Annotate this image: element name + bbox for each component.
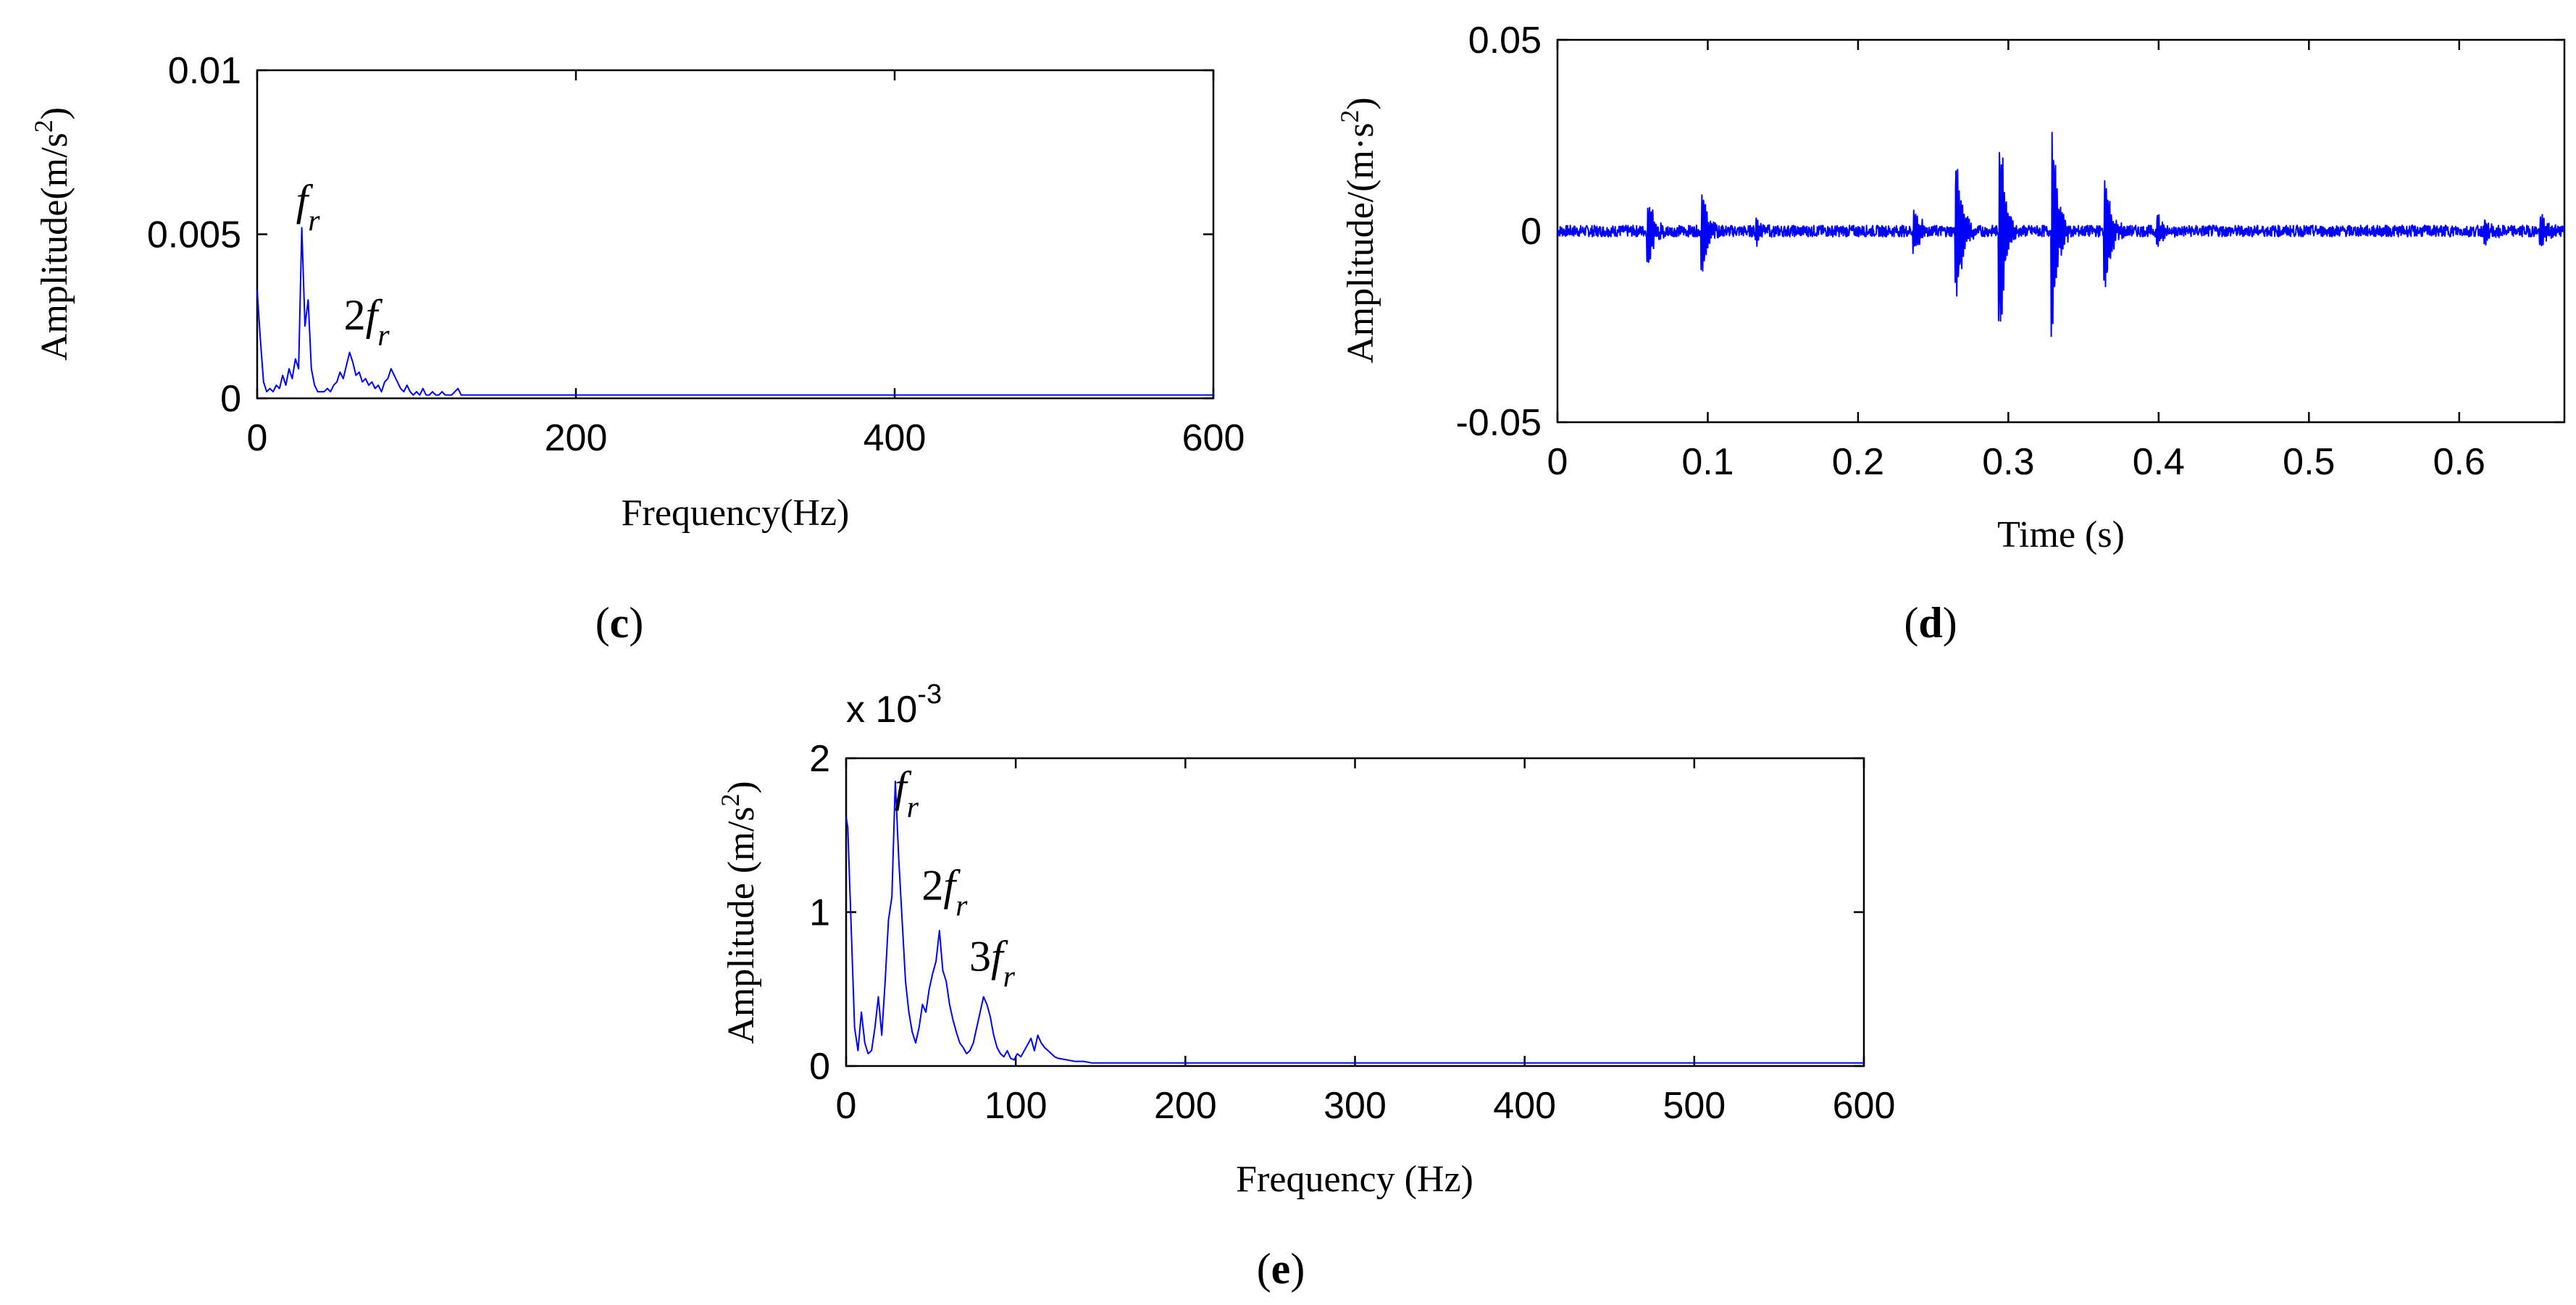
chart-e-ytick-label: 2 bbox=[809, 738, 830, 780]
chart-c-ytick-label: 0.005 bbox=[147, 214, 241, 256]
chart-d-xtick-label: 0.5 bbox=[2283, 441, 2335, 483]
chart-e-xtick-label: 600 bbox=[1833, 1085, 1896, 1127]
chart-d-xtick-label: 0.2 bbox=[1832, 441, 1884, 483]
chart-c-x-tick-labels: 0 200 400 600 bbox=[247, 417, 1245, 459]
chart-c-plot-area bbox=[256, 69, 1215, 400]
chart-c-peak-annotation: 2fr bbox=[344, 291, 390, 353]
chart-c-xlabel: Frequency(Hz) bbox=[622, 492, 850, 534]
chart-d-panel-label: (d) bbox=[1904, 599, 1957, 647]
chart-e-series-line bbox=[845, 780, 1864, 1064]
chart-c-y-tick-labels: 0 0.005 0.01 bbox=[147, 50, 241, 420]
chart-c-xtick-label: 600 bbox=[1182, 417, 1245, 459]
chart-d-series-line bbox=[1557, 132, 2565, 337]
chart-c-ytick-label: 0 bbox=[220, 378, 241, 420]
chart-d-ytick-label: 0 bbox=[1521, 211, 1542, 253]
chart-e-xtick-label: 200 bbox=[1154, 1085, 1217, 1127]
chart-c-ticks bbox=[256, 69, 1215, 400]
chart-c-ytick-label: 0.01 bbox=[168, 50, 241, 92]
chart-e-ylabel: Amplitude (m/s2) bbox=[716, 781, 762, 1044]
chart-c-xtick-label: 400 bbox=[863, 417, 927, 459]
chart-e-ticks bbox=[845, 757, 1865, 1067]
chart-e-ytick-label: 0 bbox=[809, 1046, 830, 1088]
chart-e-panel-label: (e) bbox=[1257, 1245, 1305, 1293]
chart-d-y-tick-labels: -0.05 0 0.05 bbox=[1455, 20, 1542, 444]
chart-e-xlabel: Frequency (Hz) bbox=[1236, 1159, 1473, 1200]
chart-d-xtick-label: 0.3 bbox=[1982, 441, 2034, 483]
chart-c-ylabel: Amplitude(m/s2) bbox=[29, 107, 75, 361]
chart-e-xtick-label: 100 bbox=[984, 1085, 1047, 1127]
chart-e-y-tick-labels: 0 1 2 bbox=[809, 738, 830, 1088]
chart-d-xlabel: Time (s) bbox=[1997, 514, 2125, 555]
chart-e-ytick-label: 1 bbox=[809, 892, 830, 934]
chart-c-series-line bbox=[256, 227, 1213, 396]
chart-c-xtick-label: 0 bbox=[247, 417, 268, 459]
chart-e-xtick-label: 300 bbox=[1323, 1085, 1387, 1127]
chart-e-x-tick-labels: 0 100 200 300 400 500 600 bbox=[836, 1085, 1896, 1127]
chart-e-plot-area bbox=[845, 757, 1865, 1067]
chart-d-ylabel: Amplitude/(m·s2) bbox=[1335, 97, 1381, 364]
chart-e-peak-annotation: 2fr bbox=[921, 862, 968, 923]
chart-e-scale-factor: x 10-3 bbox=[846, 679, 942, 731]
chart-d-ytick-label: -0.05 bbox=[1455, 402, 1542, 444]
chart-d-xtick-label: 0 bbox=[1547, 441, 1568, 483]
chart-e-xtick-label: 500 bbox=[1663, 1085, 1726, 1127]
chart-d-ytick-label: 0.05 bbox=[1468, 20, 1542, 62]
chart-e-xtick-label: 0 bbox=[836, 1085, 857, 1127]
chart-d-xtick-label: 0.1 bbox=[1681, 441, 1734, 483]
chart-d-xtick-label: 0.6 bbox=[2433, 441, 2485, 483]
chart-d-xtick-label: 0.4 bbox=[2133, 441, 2185, 483]
chart-e-xtick-label: 400 bbox=[1493, 1085, 1556, 1127]
chart-c-xtick-label: 200 bbox=[545, 417, 608, 459]
chart-c-panel-label: (c) bbox=[595, 599, 644, 647]
chart-d-x-tick-labels: 0 0.1 0.2 0.3 0.4 0.5 0.6 bbox=[1547, 441, 2485, 483]
